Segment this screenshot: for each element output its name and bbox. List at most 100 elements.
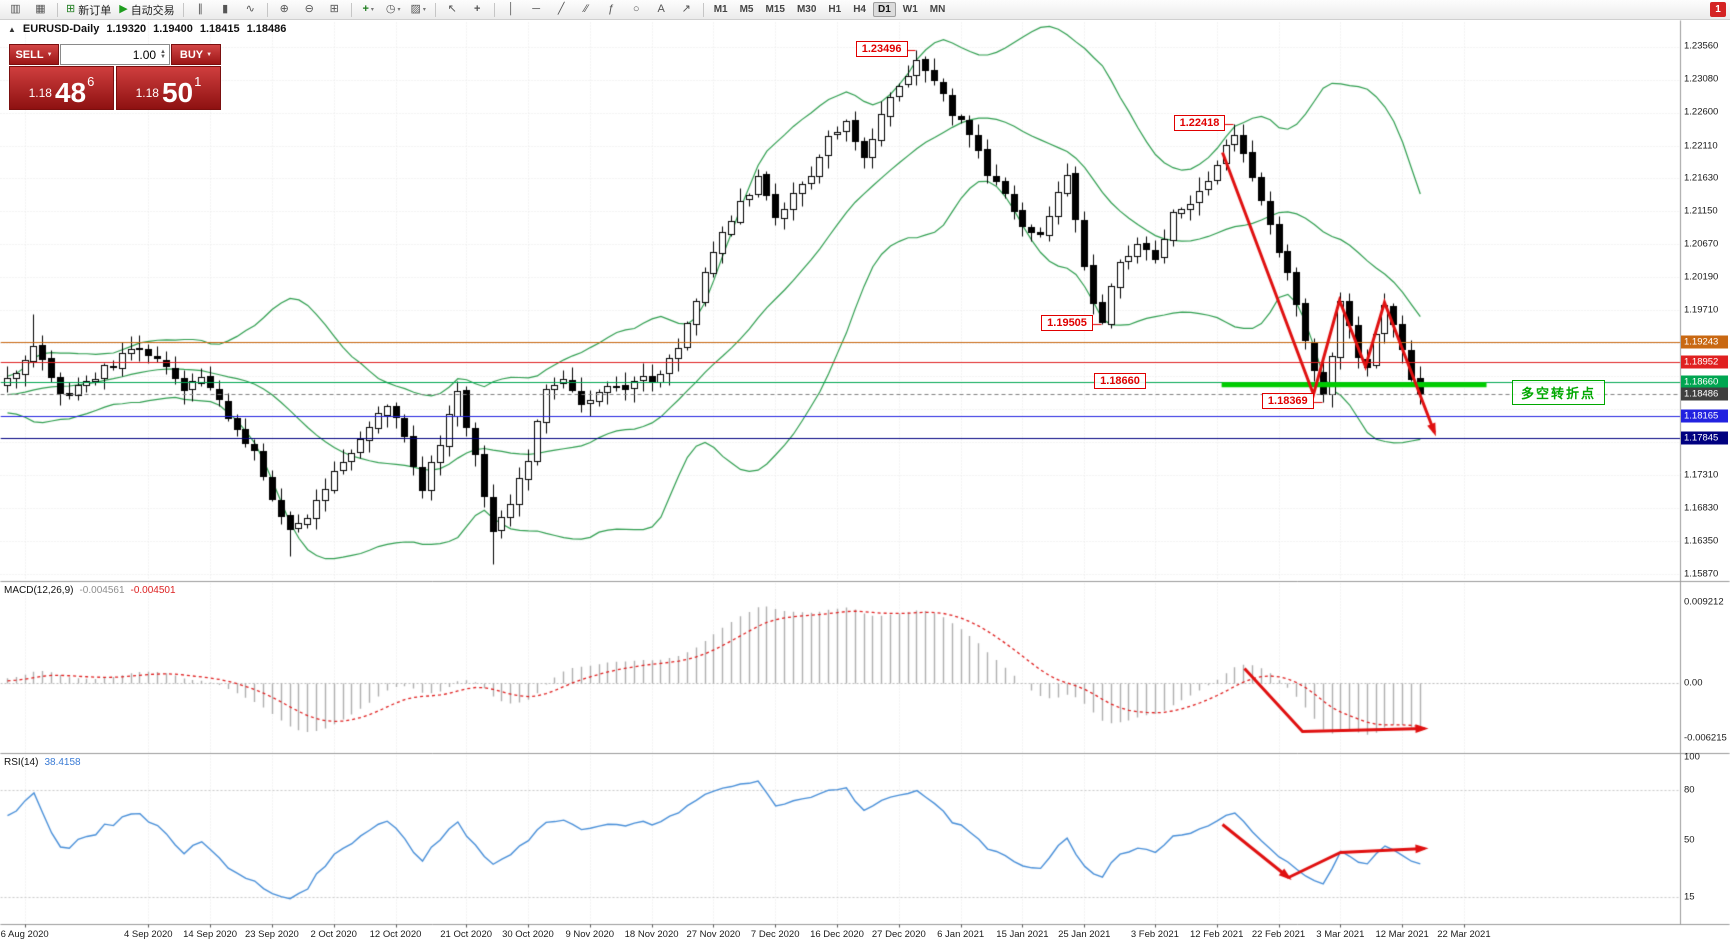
rsi-scale-label: 50	[1684, 834, 1695, 846]
new-chart-icon[interactable]: ▥	[10, 3, 21, 15]
price-scale-label: 1.23560	[1684, 40, 1719, 52]
date-axis-label: 6 Aug 2020	[0, 929, 49, 940]
price-annotation[interactable]: 1.18369	[1261, 393, 1314, 410]
chevron-down-icon: ▾	[397, 7, 401, 13]
date-axis-label: 30 Oct 2020	[502, 929, 554, 940]
symbol-timeframe-label: EURUSD-Daily	[22, 23, 100, 35]
volume-stepper[interactable]: ▲ ▼	[160, 48, 166, 60]
price-annotation[interactable]: 1.23496	[855, 41, 908, 58]
rsi-scale-label: 80	[1684, 784, 1695, 796]
sell-price-pips: 48	[54, 77, 87, 108]
zoom-out-icon[interactable]: ⊖	[304, 3, 314, 15]
timeframe-H4[interactable]: H4	[853, 4, 866, 15]
date-axis-label: 4 Sep 2020	[123, 929, 173, 940]
chart-window-icon: ▲	[8, 24, 16, 34]
buy-price-point: 1	[194, 74, 202, 89]
rsi-label: RSI(14) 38.4158	[4, 757, 81, 768]
new-order-button[interactable]: ⊞ 新订单	[66, 3, 112, 17]
arrow-tools-icon[interactable]: ↗	[681, 3, 691, 15]
timeframe-M30[interactable]: M30	[796, 4, 817, 15]
trendline-icon[interactable]: ╱	[557, 3, 565, 15]
timeframe-H1[interactable]: H1	[828, 4, 842, 15]
templates-icon[interactable]: ▨ ▾	[410, 3, 426, 15]
timeframe-D1[interactable]: D1	[873, 2, 896, 17]
price-annotation[interactable]: 1.19505	[1041, 315, 1093, 332]
rsi-value: 38.4158	[44, 757, 81, 768]
crosshair-icon[interactable]: +	[473, 3, 481, 15]
candlestick-chart-icon[interactable]: ▮	[222, 3, 229, 15]
toolbar-separator	[493, 2, 495, 17]
price-line-label: 1.18660	[1681, 375, 1728, 389]
sell-price-point: 6	[87, 74, 95, 89]
profiles-icon[interactable]: ▦	[35, 3, 46, 15]
autotrading-button[interactable]: ▶ 自动交易	[119, 3, 175, 17]
price-line-label: 1.19243	[1681, 335, 1728, 349]
volume-input[interactable]: 1.00 ▲ ▼	[60, 44, 170, 65]
price-annotation[interactable]: 1.22418	[1173, 115, 1226, 132]
price-scale-label: 1.22600	[1684, 106, 1719, 118]
buy-button[interactable]: BUY ▼	[171, 44, 221, 65]
date-axis-label: 21 Oct 2020	[440, 929, 493, 940]
line-chart-icon[interactable]: ∿	[245, 3, 255, 15]
chart-window-title: ▲ EURUSD-Daily 1.19320 1.19400 1.18415 1…	[8, 23, 286, 35]
price-annotation[interactable]: 1.18660	[1094, 373, 1146, 390]
timeframe-M15[interactable]: M15	[765, 4, 785, 15]
date-axis-label: 22 Mar 2021	[1437, 929, 1491, 940]
sell-price-button[interactable]: 1.18 48 6	[9, 66, 114, 110]
periods-icon[interactable]: ◷ ▾	[385, 3, 401, 15]
ohlc-low: 1.18415	[199, 23, 240, 35]
sell-button-label: SELL	[15, 48, 44, 61]
chevron-down-icon: ▼	[46, 51, 53, 58]
date-axis-label: 23 Sep 2020	[244, 929, 299, 940]
one-click-trading-panel: SELL ▼ 1.00 ▲ ▼ BUY ▼ 1.18 48 6 1.18 50 1	[9, 44, 221, 110]
zoom-in-icon[interactable]: ⊕	[279, 3, 289, 15]
buy-price-button[interactable]: 1.18 50 1	[116, 66, 221, 110]
rsi-name: RSI(14)	[4, 757, 39, 768]
timeframe-W1[interactable]: W1	[902, 4, 918, 15]
date-axis-label: 3 Mar 2021	[1316, 929, 1365, 940]
sell-price-base: 1.18	[28, 86, 52, 100]
vertical-line-icon[interactable]: │	[507, 3, 515, 15]
date-axis-label: 18 Nov 2020	[624, 929, 679, 940]
text-icon[interactable]: A	[657, 3, 665, 15]
buy-price-base: 1.18	[135, 86, 159, 100]
date-axis-label: 7 Dec 2020	[750, 929, 800, 940]
bid-price-label: 1.18486	[1681, 387, 1728, 401]
timeframe-M1[interactable]: M1	[713, 4, 728, 15]
ohlc-close: 1.18486	[246, 23, 287, 35]
analysis-note[interactable]: 多空转折点	[1512, 380, 1606, 405]
rsi-scale-label: 15	[1684, 891, 1695, 903]
rsi-scale-label: 100	[1684, 751, 1700, 763]
price-scale-label: 1.16830	[1684, 502, 1719, 514]
equidistant-channel-icon[interactable]: ∕∕	[584, 3, 589, 15]
indicators-icon[interactable]: + ▾	[362, 3, 374, 15]
price-line-label: 1.17845	[1681, 431, 1728, 445]
toolbar-items: ▥ ▦ ⊞ 新订单 ▶ 自动交易 ∥ ▮ ∿ ⊕ ⊖ ⊞ + ▾ ◷ ▾ ▨ ▾ ↖ + │ ─ ╱ ∕∕ ƒ ○ A ↗ M1 M5 M1…	[3, 0, 951, 19]
price-line-label: 1.18165	[1681, 409, 1728, 423]
sell-button[interactable]: SELL ▼	[9, 44, 59, 65]
timeframe-M5[interactable]: M5	[739, 4, 754, 15]
date-axis-label: 16 Dec 2020	[810, 929, 864, 940]
price-scale-label: 1.16350	[1684, 535, 1719, 547]
buy-button-label: BUY	[179, 48, 204, 61]
toolbar-separator	[57, 2, 58, 17]
shapes-icon[interactable]: ○	[632, 3, 640, 15]
macd-scale-label: -0.006215	[1684, 732, 1727, 744]
macd-scale-label: 0.009212	[1684, 596, 1724, 608]
price-scale-label: 1.15870	[1684, 568, 1719, 580]
timeframe-MN[interactable]: MN	[929, 4, 946, 15]
macd-scale-label: 0.00	[1684, 677, 1703, 689]
horizontal-line-icon[interactable]: ─	[532, 3, 541, 15]
notification-badge[interactable]: 1	[1710, 2, 1726, 17]
toolbar-separator	[702, 2, 704, 17]
bars-chart-icon[interactable]: ∥	[197, 3, 203, 15]
chevron-down-icon: ▾	[422, 7, 426, 13]
tile-windows-icon[interactable]: ⊞	[329, 3, 339, 15]
price-scale-label: 1.20670	[1684, 238, 1719, 250]
macd-signal-value: -0.004501	[130, 585, 176, 596]
fibonacci-icon[interactable]: ƒ	[608, 3, 615, 15]
price-scale-label: 1.21630	[1684, 172, 1719, 184]
cursor-icon[interactable]: ↖	[447, 3, 457, 15]
price-line-label: 1.18952	[1681, 355, 1728, 369]
